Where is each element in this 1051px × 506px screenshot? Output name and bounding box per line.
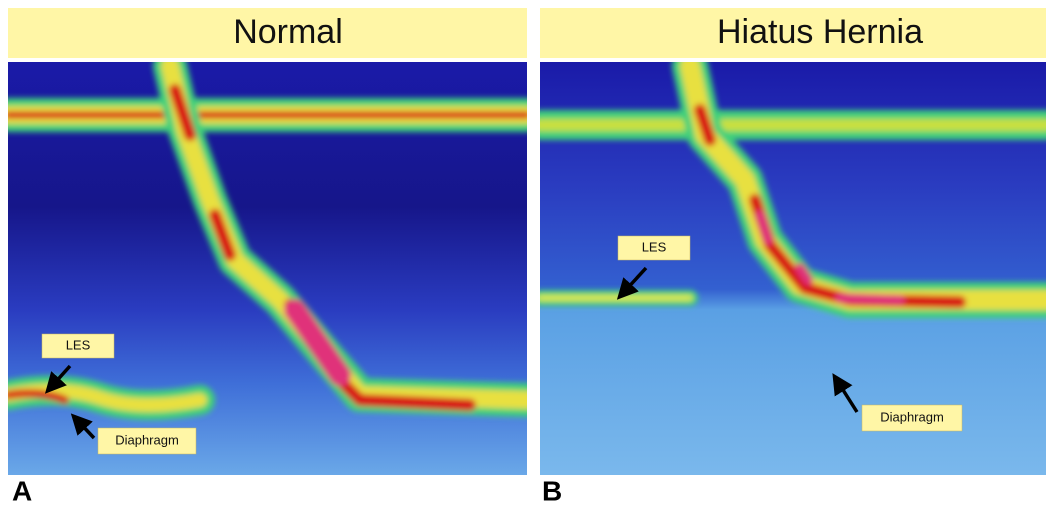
les-label: LES (642, 239, 667, 254)
panel-title: Hiatus Hernia (717, 13, 923, 51)
arrow (70, 413, 96, 440)
arrow (832, 373, 859, 413)
diaphragm-label: Diaphragm (880, 409, 944, 424)
label-box (41, 333, 115, 359)
title-bar (540, 8, 1046, 58)
arrow (616, 266, 648, 300)
heatmap (540, 62, 1046, 475)
diaphragm-label: Diaphragm (115, 432, 179, 447)
panel-a: Normal LES Diaphragm A (8, 8, 527, 506)
les-label: LES (66, 337, 91, 352)
panel-b: Hiatus Hernia LES Diaphragm B (540, 8, 1046, 506)
label-box (861, 404, 963, 432)
label-box (97, 427, 197, 455)
panel-letter: A (12, 475, 32, 506)
arrow (44, 364, 72, 394)
panel-title: Normal (233, 13, 343, 51)
title-bar (8, 8, 527, 58)
heatmap (8, 62, 527, 475)
label-box (617, 235, 691, 261)
panel-letter: B (542, 475, 562, 506)
